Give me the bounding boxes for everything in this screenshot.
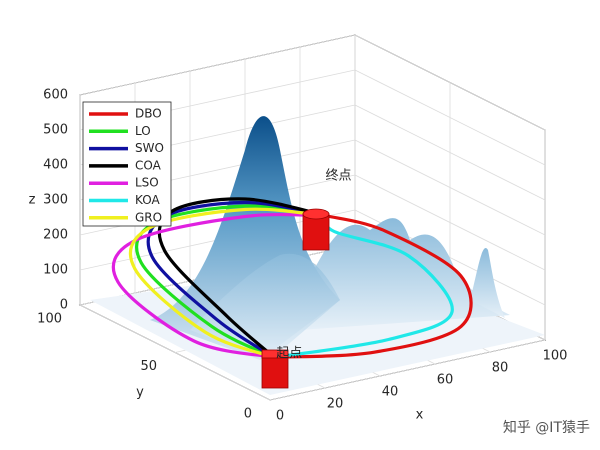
- z-axis-label: z: [29, 193, 36, 208]
- z-tick-label: 600: [43, 88, 68, 103]
- path-line: [128, 207, 328, 359]
- path-line: [274, 214, 473, 359]
- legend-label: KOA: [135, 193, 160, 207]
- x-tick-label: 20: [327, 397, 344, 412]
- annotation: 起点: [276, 346, 302, 361]
- watermark: 知乎 @IT猿手: [503, 419, 590, 436]
- x-axis-label: x: [416, 408, 424, 423]
- legend-label: GRO: [135, 210, 162, 224]
- path-line: [146, 200, 328, 359]
- y-tick-label: 50: [140, 359, 157, 374]
- legend: DBO LO SWO COA LSO KOA GRO: [82, 101, 172, 227]
- grid-line: [354, 69, 546, 166]
- x-tick-label: 40: [382, 385, 399, 400]
- paths: [111, 197, 473, 359]
- legend-entries: DBO LO SWO COA LSO KOA GRO: [89, 107, 164, 224]
- labels: 0204060801000501000100200300400500600xyz…: [29, 88, 568, 424]
- start-box: [261, 349, 289, 389]
- y-tick-label: 0: [244, 407, 252, 422]
- z-tick-label: 200: [43, 228, 68, 243]
- z-tick-label: 300: [43, 193, 68, 208]
- z-tick-label: 100: [43, 263, 68, 278]
- legend-label: DBO: [135, 107, 162, 121]
- y-tick-label: 100: [37, 312, 62, 327]
- legend-box: [82, 101, 172, 227]
- grid-line: [354, 139, 546, 236]
- grid-line: [269, 339, 546, 401]
- grid-line: [79, 34, 356, 96]
- grid-line: [354, 174, 546, 271]
- path-line: [111, 212, 328, 359]
- y-axis-label: y: [136, 385, 144, 400]
- x-tick-label: 100: [543, 349, 568, 364]
- z-tick-label: 400: [43, 158, 68, 173]
- z-tick-label: 0: [60, 298, 68, 313]
- legend-label: SWO: [135, 141, 164, 155]
- grid-line: [354, 34, 546, 131]
- x-tick-label: 0: [276, 409, 284, 424]
- legend-label: LO: [135, 124, 151, 138]
- path-line: [274, 215, 454, 359]
- legend-label: COA: [135, 158, 162, 172]
- x-tick-label: 60: [437, 373, 454, 388]
- x-tick-label: 80: [492, 361, 509, 376]
- z-tick-label: 500: [43, 123, 68, 138]
- grid-line: [354, 104, 546, 201]
- annotation: 终点: [326, 168, 352, 184]
- end-box: [302, 208, 330, 251]
- legend-label: LSO: [135, 176, 159, 190]
